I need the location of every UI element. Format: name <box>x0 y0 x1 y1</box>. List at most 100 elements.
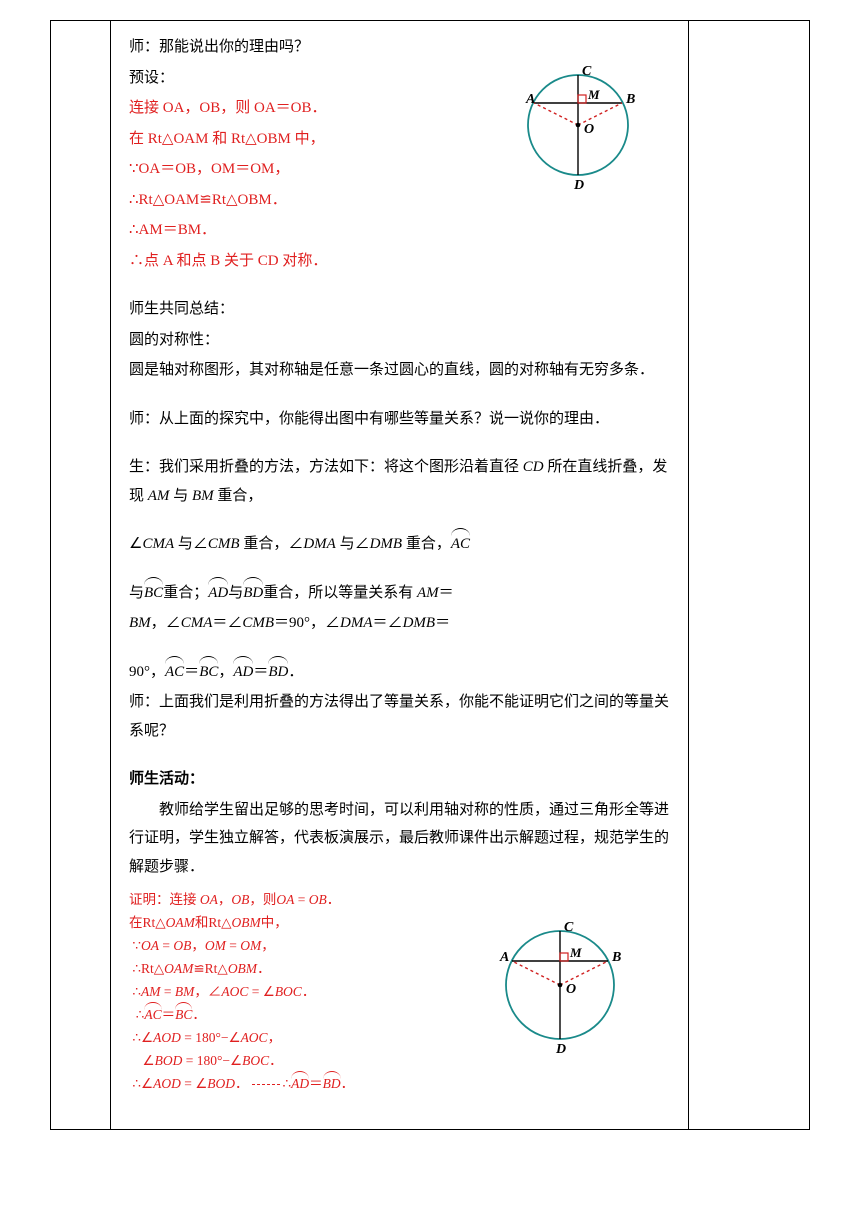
arc-bc-3: BC <box>175 1004 192 1027</box>
p1e: ． <box>327 892 341 907</box>
col-right-empty <box>689 21 809 1129</box>
pv-obm1: OBM <box>232 915 261 930</box>
pv-bm: BM <box>175 984 195 999</box>
p7a: ∴∠ <box>132 1030 153 1045</box>
svg-text:C: C <box>582 64 592 79</box>
pv-ob3: OB <box>173 938 191 953</box>
pv-ob1: OB <box>231 892 249 907</box>
t14c: 重合，∠ <box>240 536 304 552</box>
v-cmb2: CMB <box>242 615 274 631</box>
v-bm1: BM <box>192 488 214 504</box>
pv-aod1: AOD <box>153 1030 181 1045</box>
proof-block: A B C D M O 证明：连接 OA，OB，则OA = OB． 在Rt△OA… <box>129 889 670 1095</box>
v-cmb: CMB <box>208 536 240 552</box>
svg-text:B: B <box>611 950 621 965</box>
svg-text:D: D <box>573 178 584 191</box>
t16b: ＝∠ <box>212 615 242 631</box>
t16e: ＝ <box>435 615 450 631</box>
p3a: ∵ <box>132 938 141 953</box>
col-middle-content: A B C D M O 师：那能说出你的理由吗？ 预设： 连接 OA，OB，则 … <box>111 21 689 1129</box>
p5d: = ∠ <box>248 984 274 999</box>
pv-oa1: OA <box>200 892 218 907</box>
v-dma: DMA <box>303 536 336 552</box>
p6c: ． <box>192 1007 206 1022</box>
p2b: 和Rt△ <box>195 915 232 930</box>
p9f: ． <box>341 1076 355 1091</box>
proof-l2: 在Rt△OAM和Rt△OBM中， <box>129 912 500 935</box>
p9d: ∴ <box>283 1076 292 1091</box>
t16c: ＝90°，∠ <box>274 615 340 631</box>
arc-ac-3: AC <box>144 1004 161 1027</box>
three-col-layout: A B C D M O 师：那能说出你的理由吗？ 预设： 连接 OA，OB，则 … <box>51 21 809 1129</box>
pv-aoc2: AOC <box>241 1030 268 1045</box>
pv-bod1: BOD <box>155 1053 183 1068</box>
p6b: ＝ <box>162 1007 176 1022</box>
pv-boc1: BOC <box>275 984 302 999</box>
svg-text:M: M <box>569 945 582 960</box>
pv-boc2: BOC <box>242 1053 269 1068</box>
t15e: ＝ <box>439 585 454 601</box>
svg-text:B: B <box>625 92 635 107</box>
line-symmetry-head: 圆的对称性： <box>129 326 670 355</box>
svg-text:D: D <box>555 1042 566 1055</box>
p3d: = <box>226 938 240 953</box>
v-dma2: DMA <box>340 615 373 631</box>
p4a: ∴Rt△ <box>132 961 164 976</box>
p1c: ，则 <box>249 892 276 907</box>
p8c: ． <box>269 1053 283 1068</box>
t15b: 重合； <box>163 585 208 601</box>
t16a: ，∠ <box>151 615 181 631</box>
p9c: ． <box>235 1076 249 1091</box>
t14e: 重合， <box>402 536 451 552</box>
p3c: ， <box>191 938 205 953</box>
proof-l4: ∴Rt△OAM≌Rt△OBM． <box>129 958 500 981</box>
v-cd: CD <box>523 459 544 475</box>
line-student-2: ∠CMA 与∠CMB 重合，∠DMA 与∠DMB 重合，AC <box>129 530 670 559</box>
pv-aoc1: AOC <box>221 984 248 999</box>
t17d: ＝ <box>253 664 268 680</box>
t13c: 与 <box>169 488 192 504</box>
v-am1: AM <box>148 488 170 504</box>
v-am2: AM <box>417 585 439 601</box>
t13d: 重合， <box>214 488 263 504</box>
t15d: 重合，所以等量关系有 <box>263 585 417 601</box>
p5b: = <box>160 984 174 999</box>
line-summary-head: 师生共同总结： <box>129 295 670 324</box>
v-dmb: DMB <box>370 536 403 552</box>
pv-ob2: OB <box>309 892 327 907</box>
page-frame: A B C D M O 师：那能说出你的理由吗？ 预设： 连接 OA，OB，则 … <box>50 20 810 1130</box>
p1a: 证明：连接 <box>129 892 200 907</box>
line-student-3: 与BC重合；AD与BD重合，所以等量关系有 AM＝ <box>129 579 670 608</box>
v-bm2: BM <box>129 615 151 631</box>
line-activity-head: 师生活动： <box>129 765 670 794</box>
pv-oam2: OAM <box>164 961 193 976</box>
p1d: = <box>294 892 308 907</box>
v-cma: CMA <box>142 536 174 552</box>
p2a: 在Rt△ <box>129 915 166 930</box>
proof-l3: ∵OA = OB，OM = OM， <box>129 935 500 958</box>
p4b: ≌Rt△ <box>193 961 227 976</box>
p1b: ， <box>218 892 232 907</box>
pv-oam1: OAM <box>166 915 195 930</box>
arc-ac-1: AC <box>451 530 470 559</box>
p9b: = ∠ <box>181 1076 207 1091</box>
v-cma2: CMA <box>181 615 213 631</box>
line-teacher-q3: 师：上面我们是利用折叠的方法得出了等量关系，你能不能证明它们之间的等量关系呢？ <box>129 688 670 745</box>
p5e: ． <box>302 984 316 999</box>
arc-ad-2: AD <box>233 658 253 687</box>
line-teacher-q2: 师：从上面的探究中，你能得出图中有哪些等量关系？说一说你的理由． <box>129 405 670 434</box>
p9e: ＝ <box>309 1076 323 1091</box>
t17a: 90°， <box>129 664 165 680</box>
arc-ac-2: AC <box>165 658 184 687</box>
diagram-svg-1: A B C D M O <box>518 63 648 191</box>
t15c: 与 <box>228 585 243 601</box>
arc-ad-1: AD <box>208 579 228 608</box>
pv-bod2: BOD <box>207 1076 235 1091</box>
col-left-empty <box>51 21 111 1129</box>
t14a: ∠ <box>129 536 142 552</box>
proof-l7: ∴∠AOD = 180°−∠AOC， <box>129 1027 500 1050</box>
p4c: ． <box>257 961 271 976</box>
dashed-connector <box>252 1084 280 1085</box>
t13a: 生：我们采用折叠的方法，方法如下：将这个图形沿着直径 <box>129 459 523 475</box>
svg-text:A: A <box>499 950 509 965</box>
